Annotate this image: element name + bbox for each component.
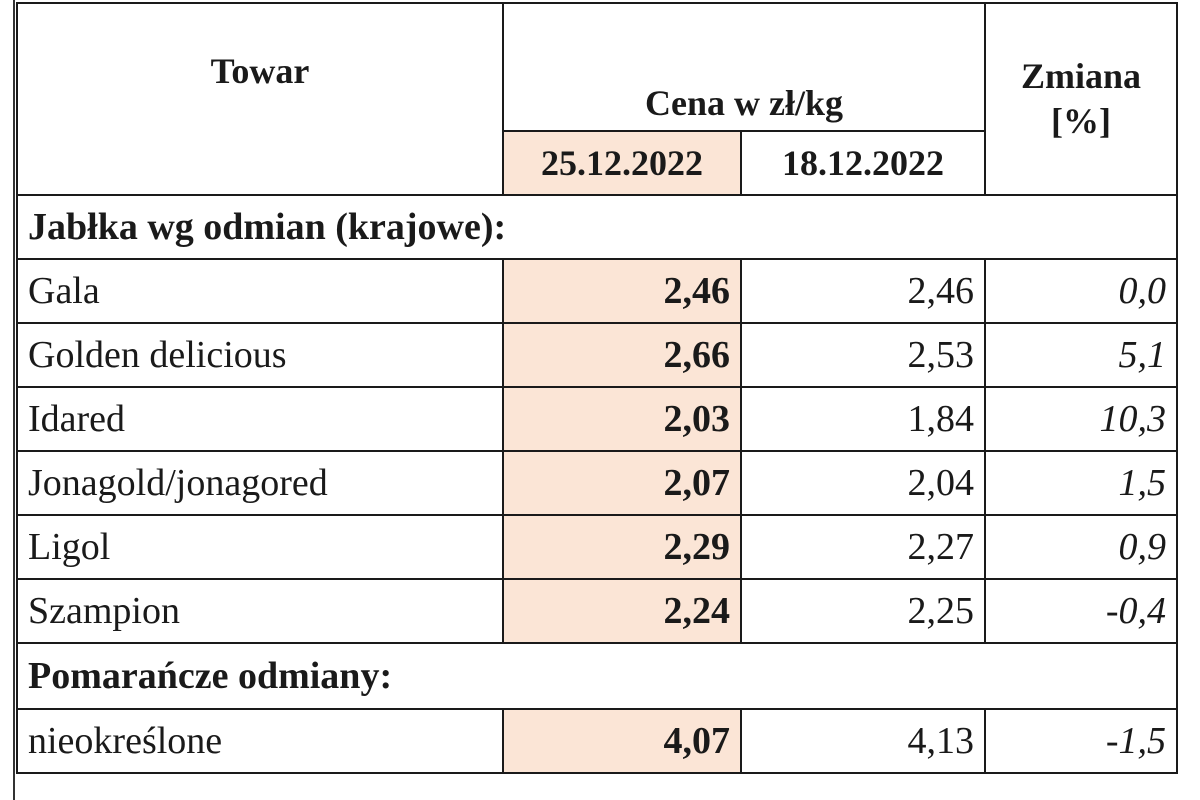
- header-zmiana: Zmiana [%]: [984, 2, 1178, 196]
- price-previous: 2,27: [740, 514, 986, 580]
- header-date-previous: 18.12.2022: [740, 130, 986, 196]
- price-change: 10,3: [984, 386, 1178, 452]
- price-previous: 1,84: [740, 386, 986, 452]
- product-name: nieokreślone: [16, 708, 504, 774]
- price-change: 5,1: [984, 322, 1178, 388]
- table-row: Gala 2,46 2,46 0,0: [16, 258, 1178, 324]
- product-name: Idared: [16, 386, 504, 452]
- price-previous: 2,25: [740, 578, 986, 644]
- price-previous: 4,13: [740, 708, 986, 774]
- price-current: 2,29: [502, 514, 742, 580]
- table-row: Jonagold/jonagored 2,07 2,04 1,5: [16, 450, 1178, 516]
- price-current: 2,66: [502, 322, 742, 388]
- price-current: 2,07: [502, 450, 742, 516]
- product-name: Golden delicious: [16, 322, 504, 388]
- header-towar: Towar: [16, 2, 504, 196]
- price-current: 2,24: [502, 578, 742, 644]
- product-name: Gala: [16, 258, 504, 324]
- table-row: Idared 2,03 1,84 10,3: [16, 386, 1178, 452]
- price-change: -0,4: [984, 578, 1178, 644]
- price-change: -1,5: [984, 708, 1178, 774]
- price-previous: 2,46: [740, 258, 986, 324]
- table-row: nieokreślone 4,07 4,13 -1,5: [16, 708, 1178, 774]
- price-change: 0,0: [984, 258, 1178, 324]
- header-cena: Cena w zł/kg: [502, 2, 986, 132]
- price-current: 2,03: [502, 386, 742, 452]
- header-zmiana-line1: Zmiana: [1020, 56, 1142, 96]
- header-date-current: 25.12.2022: [502, 130, 742, 196]
- price-current: 2,46: [502, 258, 742, 324]
- price-previous: 2,04: [740, 450, 986, 516]
- table-row: Golden delicious 2,66 2,53 5,1: [16, 322, 1178, 388]
- table-row: Szampion 2,24 2,25 -0,4: [16, 578, 1178, 644]
- table-row: Ligol 2,29 2,27 0,9: [16, 514, 1178, 580]
- price-change: 1,5: [984, 450, 1178, 516]
- section-title-apples: Jabłka wg odmian (krajowe):: [16, 194, 1178, 260]
- price-table: Towar Cena w zł/kg Zmiana [%] 25.12.2022…: [16, 2, 1178, 774]
- product-name: Ligol: [16, 514, 504, 580]
- price-previous: 2,53: [740, 322, 986, 388]
- product-name: Szampion: [16, 578, 504, 644]
- price-current: 4,07: [502, 708, 742, 774]
- left-edge-line: [13, 0, 15, 800]
- price-change: 0,9: [984, 514, 1178, 580]
- section-title-oranges: Pomarańcze odmiany:: [16, 642, 1178, 710]
- header-zmiana-line2: [%]: [1051, 101, 1111, 141]
- product-name: Jonagold/jonagored: [16, 450, 504, 516]
